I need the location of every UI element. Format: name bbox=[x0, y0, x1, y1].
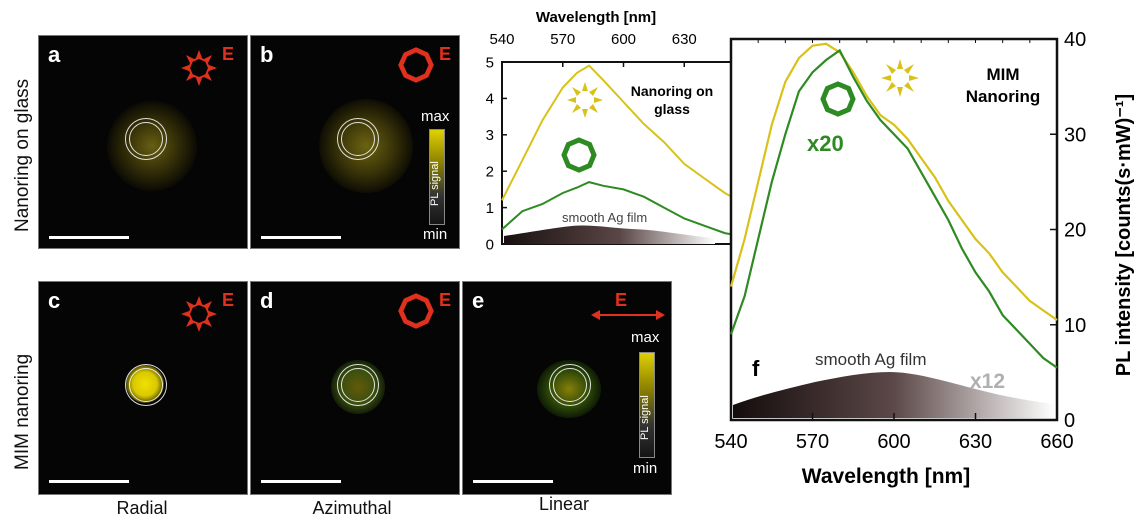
nanoring-outline bbox=[549, 364, 591, 406]
chart-mim-title-line1: MIM bbox=[986, 65, 1019, 84]
azimuthal-mode-icon bbox=[820, 81, 856, 117]
colorbar bbox=[639, 352, 655, 458]
chart-glass-ag-film bbox=[504, 225, 715, 244]
colorbar-label: PL signal bbox=[639, 395, 651, 440]
chart-mim-title-line2: Nanoring bbox=[966, 87, 1041, 106]
g1-ytick-label: 2 bbox=[486, 163, 494, 180]
panel-letter: c bbox=[48, 288, 61, 313]
colorbar-label: PL signal bbox=[429, 161, 441, 206]
radial-polarization-icon bbox=[181, 50, 217, 86]
panel-c: c E bbox=[38, 281, 248, 495]
e-field-label: E bbox=[439, 290, 452, 310]
panel-letter: a bbox=[48, 42, 61, 67]
chart-mim-panel-letter: f bbox=[752, 356, 760, 381]
chart-glass-title-line1: Nanoring on bbox=[631, 83, 713, 99]
e-field-label: E bbox=[439, 44, 452, 64]
panel-e: e E max PL signal min bbox=[462, 281, 672, 495]
g2-xtick-label: 630 bbox=[959, 431, 992, 453]
nanoring-outline bbox=[125, 364, 167, 406]
chart-mim-series-azimuthal bbox=[729, 48, 1058, 369]
column-label-linear: Linear bbox=[538, 494, 590, 514]
nanoring-outline bbox=[337, 118, 379, 160]
chart-mim-series-radial bbox=[729, 42, 1058, 321]
radial-polarization-icon bbox=[181, 296, 217, 332]
colorbar-max-label: max bbox=[421, 108, 450, 125]
chart-glass-title-line2: glass bbox=[654, 101, 690, 117]
chart-mim-x20-label: x20 bbox=[807, 131, 844, 156]
colorbar bbox=[429, 129, 445, 225]
nanoring-outline-inner bbox=[129, 368, 163, 402]
azimuthal-polarization-icon bbox=[398, 293, 434, 329]
chart-glass-xlabel: Wavelength [nm] bbox=[536, 9, 656, 26]
e-field-label: E bbox=[222, 290, 235, 310]
chart-mim-xticks: 540 570 600 630 660 bbox=[714, 39, 1074, 453]
colorbar-min-label: min bbox=[633, 460, 658, 477]
g2-xtick-label: 600 bbox=[877, 431, 910, 453]
row-label-mim: MIM nanoring bbox=[12, 353, 33, 470]
scale-bar bbox=[49, 480, 129, 483]
chart-glass-yticks: 0 1 2 3 4 5 bbox=[486, 54, 507, 253]
nanoring-outline-inner bbox=[341, 122, 375, 156]
chart-mim-ag-label: smooth Ag film bbox=[815, 350, 927, 369]
g1-ytick-label: 5 bbox=[486, 54, 494, 71]
g2-ytick-label: 0 bbox=[1064, 410, 1075, 432]
chart-mim-ag-film bbox=[733, 372, 1055, 418]
column-label-radial: Radial bbox=[116, 498, 168, 518]
nanoring-outline bbox=[337, 364, 379, 406]
nanoring-outline-inner bbox=[341, 368, 375, 402]
nanoring-outline bbox=[125, 118, 167, 160]
g2-xtick-label: 570 bbox=[796, 431, 829, 453]
panel-letter: b bbox=[260, 42, 274, 67]
chart-mim-x12-label: x12 bbox=[970, 370, 1005, 393]
chart-glass-ag-label: smooth Ag film bbox=[562, 210, 647, 225]
g2-ytick-label: 30 bbox=[1064, 124, 1086, 146]
chart-mim-xlabel: Wavelength [nm] bbox=[802, 465, 970, 488]
row-label-glass: Nanoring on glass bbox=[12, 78, 33, 232]
chart-mim-ylabel: PL intensity [counts(s·mW)⁻¹] bbox=[1113, 94, 1135, 376]
radial-mode-icon bbox=[881, 59, 919, 97]
g2-ytick-label: 20 bbox=[1064, 220, 1086, 242]
chart-mim-spectrum: 0 10 20 30 40 540 570 600 630 660 MIM Nanoring f… bbox=[714, 29, 1135, 488]
g1-xtick-label: 600 bbox=[611, 31, 636, 48]
g2-xtick-label: 540 bbox=[714, 431, 747, 453]
g2-xtick-label: 660 bbox=[1040, 431, 1073, 453]
chart-glass-spectrum: Wavelength [nm] 0 1 2 3 4 5 540 570 600 630 smoo… bbox=[486, 9, 732, 253]
colorbar-max-label: max bbox=[631, 329, 660, 346]
scale-bar bbox=[261, 480, 341, 483]
chart-mim-yticks: 0 10 20 30 40 bbox=[1050, 29, 1086, 432]
linear-polarization-arrow-icon bbox=[591, 310, 665, 320]
chart-glass-xticks: 540 570 600 630 bbox=[489, 31, 697, 67]
nanoring-outline-inner bbox=[129, 122, 163, 156]
g1-xtick-label: 630 bbox=[672, 31, 697, 48]
azimuthal-mode-icon bbox=[561, 137, 597, 173]
e-field-label: E bbox=[222, 44, 235, 64]
g2-ytick-label: 10 bbox=[1064, 315, 1086, 337]
nanoring-outline-inner bbox=[553, 368, 587, 402]
scale-bar bbox=[261, 236, 341, 239]
panel-letter: d bbox=[260, 288, 274, 313]
chart-glass-series-azimuthal bbox=[501, 181, 732, 236]
colorbar-min-label: min bbox=[423, 226, 448, 243]
panel-a: a E bbox=[38, 35, 248, 249]
g1-ytick-label: 1 bbox=[486, 200, 494, 217]
column-label-azimuthal: Azimuthal bbox=[312, 498, 392, 518]
g1-ytick-label: 0 bbox=[486, 236, 494, 253]
panel-letter: e bbox=[472, 288, 485, 313]
g2-ytick-label: 40 bbox=[1064, 29, 1086, 51]
scale-bar bbox=[49, 236, 129, 239]
panel-b: b E max PL signal min bbox=[250, 35, 460, 249]
radial-mode-icon bbox=[567, 82, 603, 118]
azimuthal-polarization-icon bbox=[398, 47, 434, 83]
g1-xtick-label: 570 bbox=[550, 31, 575, 48]
e-field-label: E bbox=[615, 290, 628, 310]
panel-d: d E bbox=[250, 281, 460, 495]
scale-bar bbox=[473, 480, 553, 483]
g1-ytick-label: 4 bbox=[486, 91, 494, 108]
g1-ytick-label: 3 bbox=[486, 127, 494, 144]
g1-xtick-label: 540 bbox=[489, 31, 514, 48]
chart-glass-series-radial bbox=[501, 64, 732, 201]
